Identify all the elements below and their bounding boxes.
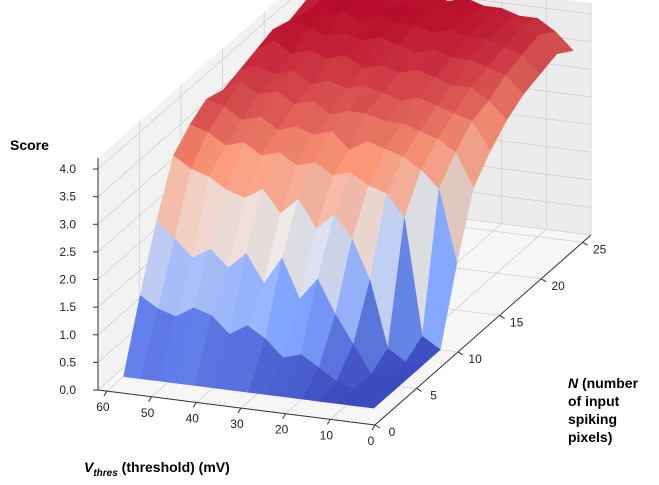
z-tick-label: 3.0	[59, 217, 76, 231]
y-tick-label: 20	[551, 279, 565, 293]
x-tick-label: 30	[230, 417, 244, 431]
surface-patch	[355, 390, 391, 409]
y-tick-mark	[374, 424, 381, 429]
y-axis-title: N (number of input spiking pixels)	[568, 375, 642, 445]
y-axis-title-line-2: of input	[568, 393, 620, 409]
x-tick-label: 40	[186, 411, 200, 425]
x-tick-mark	[237, 407, 242, 414]
y-tick-mark	[457, 351, 464, 356]
x-axis-title-subscript: thres	[93, 468, 118, 479]
y-tick-label: 15	[510, 315, 524, 329]
y-tick-label: 5	[430, 388, 437, 402]
x-axis-title-rest: (threshold) (mV)	[118, 459, 230, 475]
z-tick-label: 1.0	[59, 328, 76, 342]
y-tick-mark	[416, 388, 422, 392]
x-tick-mark	[371, 424, 376, 431]
x-tick-label: 60	[96, 400, 110, 414]
y-axis-title-line-1: (number	[578, 375, 638, 391]
y-tick-label: 25	[593, 242, 607, 256]
z-axis-title: Score	[10, 137, 49, 153]
y-tick-label: 0	[389, 425, 396, 439]
x-tick-label: 10	[320, 428, 334, 442]
x-tick-mark	[282, 413, 287, 419]
x-tick-label: 0	[368, 434, 375, 448]
y-tick-label: 10	[468, 352, 482, 366]
z-tick-label: 1.5	[59, 300, 76, 314]
z-tick-label: 4.0	[59, 162, 76, 176]
z-tick-label: 2.5	[59, 245, 76, 259]
tick-labels: 60 50 40 30 20 10 00 5 10 15 20 25 0.0 0.5 1.0 1.5 2.0 2.…	[59, 162, 606, 448]
z-tick-label: 0.0	[59, 383, 76, 397]
x-axis-line	[97, 389, 376, 426]
y-tick-mark	[540, 278, 547, 283]
surface-mesh	[123, 0, 574, 409]
y-tick-mark	[582, 241, 588, 246]
x-axis-title: Vthres (threshold) (mV)	[84, 459, 230, 479]
z-tick-label: 0.5	[59, 355, 76, 369]
x-tick-mark	[103, 390, 108, 397]
y-tick-mark	[499, 314, 505, 319]
x-tick-mark	[326, 419, 331, 425]
x-axis-title-symbol: V	[84, 459, 95, 475]
y-axis-title-line-3: spiking	[568, 411, 617, 427]
y-axis-title-line-4: pixels)	[568, 429, 612, 445]
x-tick-label: 20	[275, 423, 289, 437]
grid-line-z	[97, 0, 592, 170]
z-tick-label: 3.5	[59, 190, 76, 204]
x-tick-mark	[192, 402, 197, 408]
z-tick-label: 2.0	[59, 273, 76, 287]
x-tick-mark	[148, 396, 153, 403]
y-axis-line	[374, 234, 592, 426]
x-tick-label: 50	[141, 406, 155, 420]
y-axis-title-symbol: N	[568, 375, 579, 391]
